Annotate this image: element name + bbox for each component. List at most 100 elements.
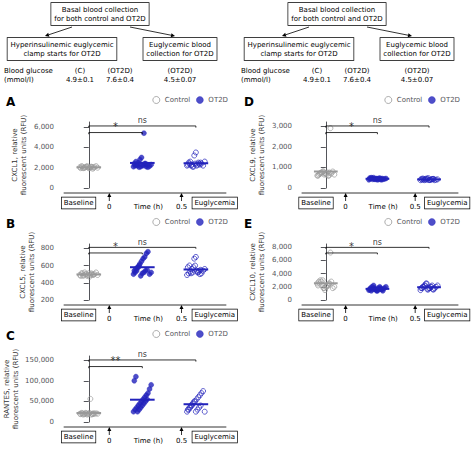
svg-text:fluorescent units (RFU): fluorescent units (RFU) (28, 232, 36, 313)
svg-text:8,000: 8,000 (272, 243, 292, 251)
svg-text:Control: Control (397, 218, 422, 226)
svg-text:0: 0 (107, 437, 111, 445)
svg-text:Time (h): Time (h) (133, 203, 164, 211)
svg-text:Control: Control (165, 96, 190, 104)
svg-text:0.5: 0.5 (176, 203, 187, 211)
svg-text:(C): (C) (312, 67, 323, 75)
svg-text:4,000: 4,000 (34, 143, 54, 151)
svg-text:0: 0 (343, 203, 347, 211)
svg-text:4.5±0.07: 4.5±0.07 (401, 76, 434, 84)
svg-text:0.5: 0.5 (410, 315, 421, 323)
svg-text:for both control and OT2D: for both control and OT2D (291, 15, 383, 23)
svg-text:fluorescent units (RFU): fluorescent units (RFU) (258, 115, 266, 196)
svg-text:Control: Control (397, 96, 422, 104)
svg-text:*: * (113, 121, 118, 132)
svg-text:Control: Control (165, 218, 190, 226)
svg-text:C: C (6, 329, 15, 343)
svg-text:4.9±0.1: 4.9±0.1 (303, 76, 331, 84)
svg-text:4.9±0.1: 4.9±0.1 (66, 76, 94, 84)
svg-text:Euglycemic blood: Euglycemic blood (149, 41, 211, 49)
svg-text:ns: ns (373, 238, 382, 247)
svg-text:Blood glucose: Blood glucose (4, 67, 53, 75)
svg-text:Time (h): Time (h) (368, 315, 399, 323)
svg-text:Basal blood collection: Basal blood collection (62, 6, 138, 14)
svg-text:E: E (244, 217, 252, 231)
svg-text:D: D (244, 95, 254, 109)
svg-text:(mmol/l): (mmol/l) (241, 76, 271, 84)
svg-text:ns: ns (138, 238, 147, 247)
svg-text:0: 0 (50, 418, 54, 426)
svg-text:(OT2D): (OT2D) (107, 67, 132, 75)
svg-text:0: 0 (107, 315, 111, 323)
svg-text:for both control and OT2D: for both control and OT2D (54, 15, 146, 23)
svg-text:Baseline: Baseline (64, 433, 94, 441)
svg-text:Hyperinsulinemic euglycemic: Hyperinsulinemic euglycemic (10, 41, 113, 49)
svg-text:3,000: 3,000 (272, 122, 292, 130)
svg-text:Euglycemia: Euglycemia (427, 311, 468, 319)
svg-text:Euglycemic blood: Euglycemic blood (386, 41, 448, 49)
svg-text:ns: ns (138, 350, 147, 359)
svg-text:RANTES, relative: RANTES, relative (3, 360, 11, 419)
svg-text:Time (h): Time (h) (368, 203, 399, 211)
svg-text:(OT2D): (OT2D) (404, 67, 429, 75)
svg-text:0.5: 0.5 (410, 203, 421, 211)
svg-text:(OT2D): (OT2D) (344, 67, 369, 75)
svg-text:Basal blood collection: Basal blood collection (299, 6, 375, 14)
svg-text:Blood glucose: Blood glucose (241, 67, 290, 75)
svg-text:6,000: 6,000 (34, 123, 54, 131)
svg-text:CXCL10, relative: CXCL10, relative (249, 243, 257, 301)
svg-text:Time (h): Time (h) (133, 315, 164, 323)
svg-text:2,000: 2,000 (34, 164, 54, 172)
svg-text:200: 200 (41, 296, 54, 304)
svg-text:100,000: 100,000 (25, 377, 54, 385)
svg-text:**: ** (111, 355, 121, 366)
svg-text:Baseline: Baseline (301, 311, 331, 319)
svg-text:*: * (349, 121, 354, 132)
svg-text:CXCL9, relative: CXCL9, relative (249, 128, 257, 181)
svg-text:800: 800 (41, 244, 54, 252)
svg-text:(OT2D): (OT2D) (167, 67, 192, 75)
svg-text:0.5: 0.5 (176, 437, 187, 445)
svg-text:ns: ns (138, 116, 147, 125)
svg-text:CXCL1, relative: CXCL1, relative (11, 128, 19, 181)
svg-text:*: * (349, 241, 354, 252)
svg-text:collection for OT2D: collection for OT2D (383, 50, 450, 58)
svg-text:OT2D: OT2D (208, 330, 228, 338)
svg-text:Control: Control (165, 330, 190, 338)
svg-text:Baseline: Baseline (64, 311, 94, 319)
svg-text:Euglycemia: Euglycemia (194, 199, 235, 207)
svg-text:OT2D: OT2D (440, 218, 460, 226)
svg-text:collection for OT2D: collection for OT2D (146, 50, 213, 58)
svg-text:Euglycemia: Euglycemia (194, 311, 235, 319)
svg-text:ns: ns (373, 116, 382, 125)
svg-text:0: 0 (50, 184, 54, 192)
svg-text:fluorescent units (RFU): fluorescent units (RFU) (12, 349, 20, 430)
svg-text:7.6±0.4: 7.6±0.4 (343, 76, 372, 84)
svg-text:4,000: 4,000 (272, 270, 292, 278)
svg-text:A: A (6, 95, 16, 109)
svg-text:Time (h): Time (h) (133, 437, 164, 445)
svg-text:clamp starts for OT2D: clamp starts for OT2D (23, 50, 100, 58)
svg-text:OT2D: OT2D (208, 218, 228, 226)
svg-text:50,000: 50,000 (30, 397, 55, 405)
svg-text:2,000: 2,000 (272, 143, 292, 151)
svg-text:(C): (C) (75, 67, 86, 75)
svg-text:fluorescent units (RFU): fluorescent units (RFU) (20, 115, 28, 196)
svg-text:Euglycemia: Euglycemia (427, 199, 468, 207)
svg-text:Baseline: Baseline (301, 199, 331, 207)
svg-text:fluorescent units (RFU): fluorescent units (RFU) (258, 232, 266, 313)
svg-text:Hyperinsulinemic euglycemic: Hyperinsulinemic euglycemic (247, 41, 350, 49)
svg-text:clamp starts for OT2D: clamp starts for OT2D (260, 50, 337, 58)
svg-text:OT2D: OT2D (208, 96, 228, 104)
svg-text:1,000: 1,000 (272, 163, 292, 171)
svg-text:(mmol/l): (mmol/l) (4, 76, 34, 84)
svg-text:2,000: 2,000 (272, 283, 292, 291)
svg-text:0.5: 0.5 (176, 315, 187, 323)
svg-text:0: 0 (288, 184, 292, 192)
svg-text:Euglycemia: Euglycemia (194, 433, 235, 441)
svg-text:B: B (6, 217, 15, 231)
svg-text:0: 0 (288, 296, 292, 304)
svg-text:OT2D: OT2D (440, 96, 460, 104)
svg-text:CXCL5, relative: CXCL5, relative (19, 245, 27, 298)
svg-text:7.6±0.4: 7.6±0.4 (106, 76, 135, 84)
